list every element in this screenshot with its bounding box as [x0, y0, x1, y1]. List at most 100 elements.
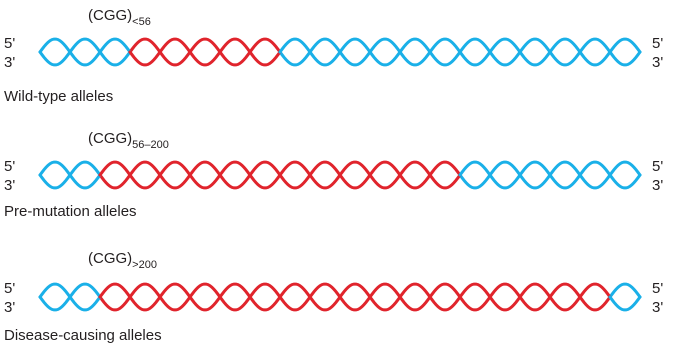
dna-strand [280, 52, 310, 65]
end-label: 3' [652, 54, 663, 71]
dna-strand [220, 162, 250, 175]
dna-strand [40, 162, 70, 175]
repeat-count: >200 [132, 259, 157, 271]
dna-strand [430, 52, 460, 65]
dna-strand [280, 297, 310, 310]
dna-strand [340, 284, 370, 297]
dna-strand [190, 39, 220, 52]
repeat-label: (CGG)>200 [88, 250, 157, 271]
dna-strand [520, 52, 550, 65]
dna-strand [520, 175, 550, 188]
dna-strand [550, 162, 580, 175]
dna-strand [550, 297, 580, 310]
end-label: 3' [4, 299, 15, 316]
dna-strand [220, 39, 250, 52]
dna-strand [370, 297, 400, 310]
dna-strand [130, 175, 160, 188]
dna-strand [310, 39, 340, 52]
dna-strand [430, 297, 460, 310]
dna-strand [550, 284, 580, 297]
repeat-count: 56–200 [132, 139, 169, 151]
dna-strand [310, 175, 340, 188]
dna-strand [40, 39, 70, 52]
dna-strand [520, 39, 550, 52]
dna-strand [130, 39, 160, 52]
dna-strand [130, 162, 160, 175]
end-label: 3' [4, 54, 15, 71]
end-label: 3' [652, 299, 663, 316]
dna-strand [610, 175, 640, 188]
dna-strand [70, 284, 100, 297]
dna-strand [40, 52, 70, 65]
dna-strand [310, 162, 340, 175]
dna-strand [400, 297, 430, 310]
dna-strand [190, 175, 220, 188]
repeat-name: (CGG) [88, 130, 132, 147]
dna-strand [40, 284, 70, 297]
dna-strand [370, 162, 400, 175]
dna-strand [340, 297, 370, 310]
dna-strand [70, 162, 100, 175]
dna-strand [580, 39, 610, 52]
repeat-count: <56 [132, 16, 151, 28]
dna-strand [520, 284, 550, 297]
dna-strand [220, 297, 250, 310]
dna-strand [550, 39, 580, 52]
dna-strand [370, 39, 400, 52]
dna-strand [520, 162, 550, 175]
dna-strand [340, 52, 370, 65]
dna-strand [250, 284, 280, 297]
dna-strand [430, 284, 460, 297]
dna-strand [130, 52, 160, 65]
dna-strand [460, 39, 490, 52]
dna-strand [130, 284, 160, 297]
dna-strand [100, 52, 130, 65]
dna-strand [280, 284, 310, 297]
dna-strand [400, 162, 430, 175]
dna-strand [460, 297, 490, 310]
dna-strand [370, 284, 400, 297]
dna-strand [160, 52, 190, 65]
repeat-label: (CGG)56–200 [88, 130, 169, 151]
dna-strand [370, 175, 400, 188]
dna-strand [490, 297, 520, 310]
dna-strand [610, 162, 640, 175]
dna-strand [520, 297, 550, 310]
dna-strand [40, 297, 70, 310]
dna-strand [100, 39, 130, 52]
repeat-label: (CGG)<56 [88, 7, 151, 28]
end-label: 5' [4, 158, 15, 175]
dna-strand [610, 297, 640, 310]
repeat-name: (CGG) [88, 250, 132, 267]
dna-strand [550, 52, 580, 65]
dna-strand [400, 52, 430, 65]
dna-strand [160, 162, 190, 175]
dna-strand [340, 39, 370, 52]
dna-strand [100, 175, 130, 188]
dna-strand [250, 175, 280, 188]
dna-strand [160, 175, 190, 188]
caption: Disease-causing alleles [4, 327, 162, 344]
dna-strand [490, 52, 520, 65]
dna-strand [580, 162, 610, 175]
dna-strand [400, 175, 430, 188]
end-label: 5' [4, 280, 15, 297]
end-label: 5' [652, 35, 663, 52]
dna-strand [250, 162, 280, 175]
dna-strand [550, 175, 580, 188]
dna-strand [400, 39, 430, 52]
caption: Wild-type alleles [4, 88, 113, 105]
dna-strand [490, 175, 520, 188]
dna-strand [460, 175, 490, 188]
dna-strand [220, 52, 250, 65]
dna-strand [70, 175, 100, 188]
dna-strand [340, 162, 370, 175]
dna-strand [430, 175, 460, 188]
dna-strand [340, 175, 370, 188]
dna-strand [190, 284, 220, 297]
dna-strand [310, 52, 340, 65]
dna-strand [70, 297, 100, 310]
dna-strand [370, 52, 400, 65]
caption: Pre-mutation alleles [4, 203, 137, 220]
dna-strand [70, 39, 100, 52]
